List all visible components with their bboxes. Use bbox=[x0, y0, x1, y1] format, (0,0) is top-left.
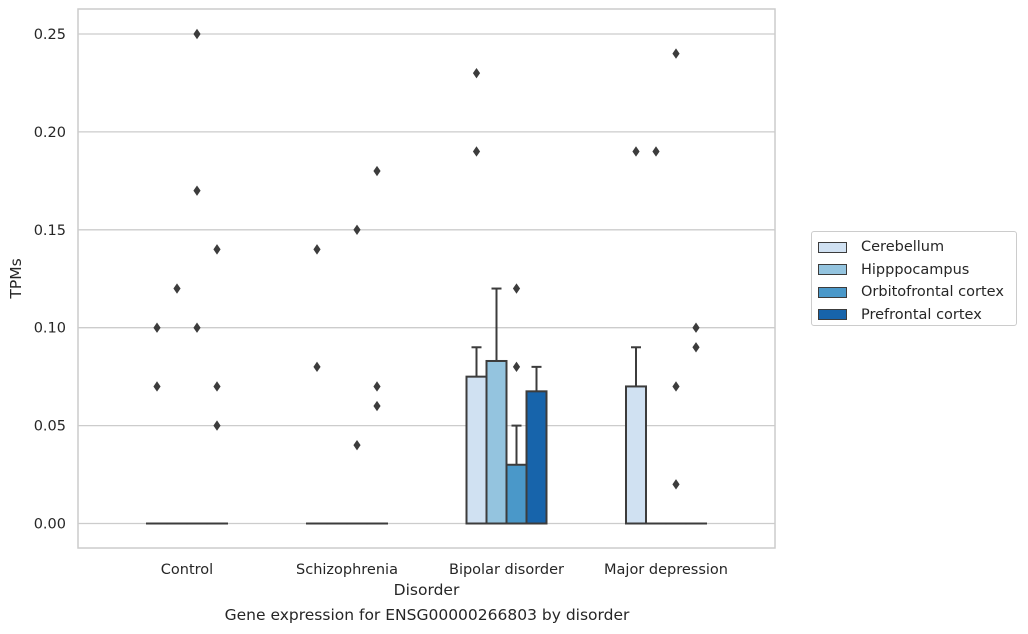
y-tick-labels: 0.00 0.05 0.10 0.15 0.20 0.25 bbox=[34, 27, 66, 533]
outlier-point bbox=[692, 342, 700, 353]
y-tick-label: 0.20 bbox=[34, 125, 66, 141]
bar bbox=[465, 375, 488, 525]
outlier-point bbox=[692, 322, 700, 333]
y-tick-label: 0.25 bbox=[34, 27, 66, 43]
y-tick-label: 0.00 bbox=[34, 517, 66, 533]
x-tick-label: Bipolar disorder bbox=[449, 562, 564, 578]
outlier-point bbox=[512, 361, 521, 373]
legend-swatch bbox=[818, 286, 847, 298]
outlier-point bbox=[313, 361, 321, 373]
bar bbox=[525, 390, 548, 525]
legend-label: Orbitofrontal cortex bbox=[861, 284, 1004, 301]
outlier-point bbox=[672, 381, 680, 392]
grid-lines bbox=[78, 33, 775, 525]
x-tick-label: Major depression bbox=[604, 562, 728, 578]
legend-swatch bbox=[818, 309, 847, 321]
outlier-point bbox=[213, 420, 221, 431]
outlier-point bbox=[313, 244, 321, 255]
legend-item: Prefrontal cortex bbox=[812, 304, 1016, 327]
outlier-point bbox=[153, 322, 161, 333]
legend: Cerebellum Hipppocampus Orbitofrontal cort… bbox=[811, 231, 1017, 326]
x-tick-labels: Control Schizophrenia Bipolar disorder Majo… bbox=[161, 562, 728, 578]
y-tick-label: 0.05 bbox=[34, 419, 66, 435]
outlier-point bbox=[193, 322, 201, 333]
bar bbox=[485, 359, 508, 525]
legend-label: Cerebellum bbox=[861, 239, 945, 256]
bar bbox=[625, 385, 647, 525]
x-tick-label: Control bbox=[161, 562, 213, 578]
outlier-point bbox=[353, 224, 361, 235]
legend-label: Hipppocampus bbox=[861, 261, 970, 278]
outlier-point bbox=[472, 146, 481, 157]
legend-label: Prefrontal cortex bbox=[861, 306, 982, 323]
outlier-point bbox=[373, 400, 381, 412]
legend-swatch bbox=[818, 264, 847, 276]
outlier-point bbox=[193, 28, 201, 40]
outliers-layer bbox=[153, 28, 700, 490]
outlier-point bbox=[373, 165, 381, 177]
outlier-point bbox=[672, 479, 680, 490]
outlier-point bbox=[672, 48, 680, 59]
outlier-point bbox=[213, 381, 221, 392]
y-tick-label: 0.10 bbox=[34, 321, 66, 337]
chart-caption: Gene expression for ENSG00000266803 by d… bbox=[224, 606, 630, 624]
outlier-point bbox=[373, 381, 381, 392]
outlier-point bbox=[153, 381, 161, 392]
outlier-point bbox=[632, 146, 640, 157]
x-tick-label: Schizophrenia bbox=[296, 562, 398, 578]
legend-swatch bbox=[818, 241, 847, 253]
x-axis-label: Disorder bbox=[394, 581, 460, 599]
legend-item: Hipppocampus bbox=[812, 259, 1016, 282]
outlier-point bbox=[353, 439, 361, 451]
y-axis-label: TPMs bbox=[7, 258, 25, 299]
error-bars-layer bbox=[471, 287, 641, 465]
outlier-point bbox=[652, 146, 660, 157]
bar bbox=[505, 463, 528, 525]
outlier-point bbox=[193, 185, 201, 196]
y-tick-label: 0.15 bbox=[34, 223, 66, 239]
outlier-point bbox=[472, 67, 481, 79]
legend-item: Cerebellum bbox=[812, 236, 1016, 259]
bars-layer bbox=[146, 359, 707, 525]
outlier-point bbox=[512, 283, 521, 294]
outlier-point bbox=[213, 244, 221, 255]
outlier-point bbox=[173, 283, 181, 294]
plot-frame bbox=[77, 8, 776, 549]
legend-item: Orbitofrontal cortex bbox=[812, 281, 1016, 304]
